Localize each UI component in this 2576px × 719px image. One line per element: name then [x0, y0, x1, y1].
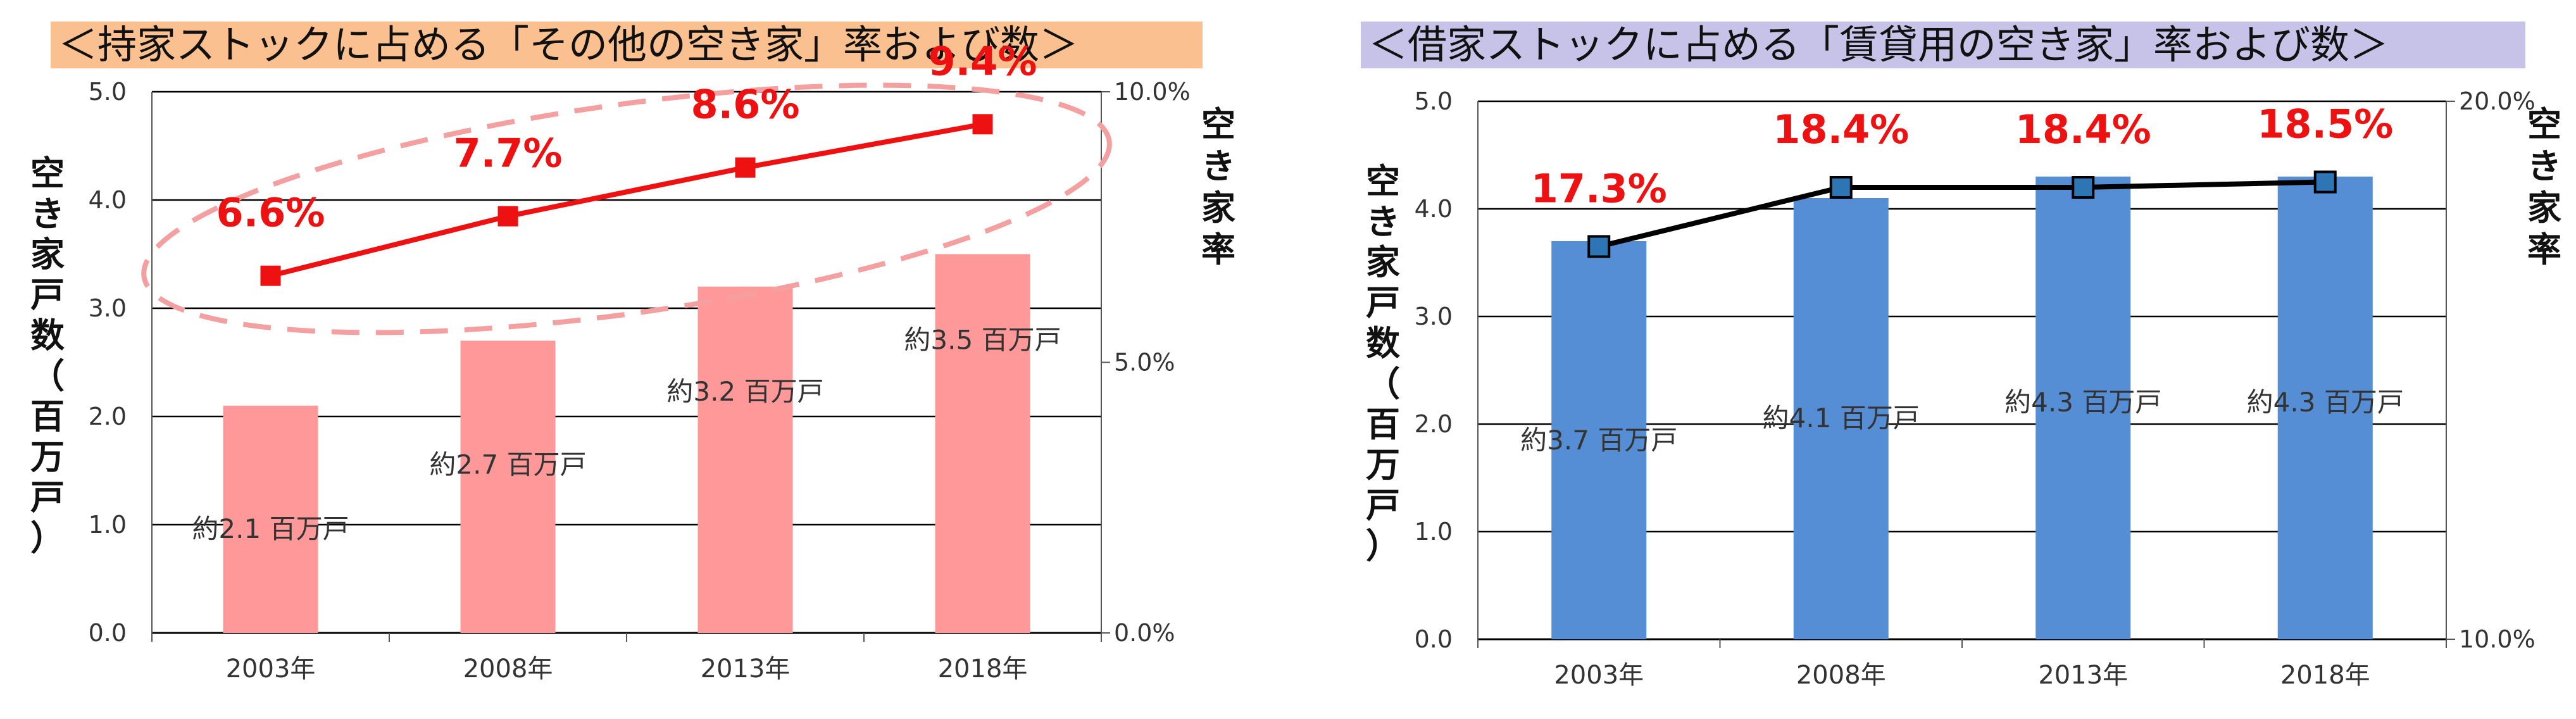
rate-marker [2313, 170, 2337, 194]
y-axis-title-char: 戸 [30, 275, 65, 315]
y-tick-label: 0.0 [1415, 625, 1453, 653]
rate-value-label: 9.4% [928, 38, 1037, 84]
chart-title: ＜借家ストックに占める「賃貸用の空き家」率および数＞ [1361, 22, 2525, 68]
x-tick-label: 2008年 [463, 654, 553, 684]
y2-axis-title-char: き [1201, 146, 1235, 186]
chart-rental-svg: 0.0 1.0 2.0 3.0 4.0 5.0 10.0% 20.0% 約3.7 百万戸 約4.1… [1366, 87, 2561, 690]
y2-tick-label: 0.0% [1114, 619, 1175, 647]
y-axis-title-char: 空 [30, 154, 65, 194]
y2-tick-label: 10.0% [1114, 78, 1191, 106]
x-tick-label: 2018年 [938, 654, 1028, 684]
y-tick-label: 3.0 [89, 294, 127, 322]
y-axis-title-char: 万 [1366, 445, 1400, 485]
bar [935, 254, 1030, 633]
y-axis-title-char: 万 [30, 437, 65, 477]
bar-value-label: 約4.3 百万戸 [2247, 387, 2404, 418]
y-axis-title-char: 戸 [1366, 485, 1400, 525]
bar [2035, 177, 2131, 639]
rate-value-label: 17.3% [1531, 166, 1667, 212]
rate-marker [1829, 176, 1853, 199]
rate-marker [972, 114, 993, 135]
y-tick-label: 3.0 [1415, 303, 1453, 330]
rate-value-label: 6.6% [216, 190, 325, 236]
y-axis-title-char: 百 [1366, 404, 1400, 444]
rate-value-label: 18.4% [2015, 106, 2151, 153]
y2-tick-label: 10.0% [2459, 625, 2535, 653]
bar-value-label: 約3.5 百万戸 [904, 325, 1061, 356]
y-tick-label: 4.0 [1415, 195, 1453, 223]
y-axis-title-char: 空 [1366, 161, 1400, 201]
chart-panel-rental: ＜借家ストックに占める「賃貸用の空き家」率および数＞ 0.0 1.0 2.0 3.0 4… [1288, 0, 2576, 719]
y-axis-title-char: （ [30, 356, 65, 396]
chart-title: ＜持家ストックに占める「その他の空き家」率および数＞ [51, 22, 1203, 68]
bar [223, 405, 318, 633]
bar-value-label: 約2.1 百万戸 [192, 513, 349, 544]
y-axis-title-char: ） [30, 518, 65, 558]
y-tick-label: 1.0 [1415, 518, 1453, 546]
y2-tick-label: 5.0% [1114, 349, 1175, 377]
bar-value-label: 約3.7 百万戸 [1520, 425, 1677, 456]
y-axis-title-char: ） [1366, 526, 1400, 566]
chart-owned-svg: 0.0 1.0 2.0 3.0 4.0 5.0 0.0% 5.0% 10.0% 約2.1 百万戸 約… [30, 38, 1235, 684]
x-tick-label: 2013年 [2038, 661, 2128, 690]
rate-marker [260, 265, 281, 286]
y2-axis-title-char: 家 [1201, 188, 1235, 228]
y-axis-title-char: 家 [1366, 242, 1400, 282]
y-axis-title-char: き [30, 194, 65, 234]
y2-axis-title-char: 家 [2527, 188, 2561, 228]
rate-value-label: 7.7% [454, 130, 563, 177]
x-tick-label: 2003年 [226, 654, 316, 684]
x-tick-label: 2013年 [701, 654, 791, 684]
y2-tick-label: 20.0% [2459, 87, 2535, 115]
y2-axis-title-char: 空 [1201, 104, 1235, 144]
y-axis-title-char: 戸 [1366, 283, 1400, 323]
rate-marker [735, 157, 756, 178]
y-axis-title-char: （ [1366, 364, 1400, 404]
rate-marker [1587, 235, 1611, 258]
y-tick-label: 2.0 [89, 403, 127, 430]
y-axis-title-char: き [1366, 202, 1400, 242]
y-tick-label: 5.0 [1415, 87, 1453, 115]
y-axis-title-char: 戸 [30, 478, 65, 518]
y-tick-label: 5.0 [89, 78, 127, 106]
y-tick-label: 0.0 [89, 619, 127, 647]
y-axis-title-char: 百 [30, 397, 65, 437]
y-axis-title-char: 家 [30, 235, 65, 275]
rate-marker [2072, 176, 2095, 199]
rate-value-label: 8.6% [691, 82, 800, 128]
y-tick-label: 4.0 [89, 186, 127, 214]
y-axis-title-char: 数 [1366, 323, 1400, 363]
y-axis-title-char: 数 [30, 316, 65, 356]
rate-marker [497, 206, 518, 227]
x-tick-label: 2003年 [1554, 661, 1644, 690]
rate-value-label: 18.4% [1773, 106, 1909, 153]
chart-panel-owned: ＜持家ストックに占める「その他の空き家」率および数＞ 0.0 1.0 2.0 3.0 4… [30, 22, 1235, 684]
bar [1551, 241, 1647, 639]
bar [697, 286, 793, 633]
y-tick-label: 1.0 [89, 511, 127, 539]
bar-value-label: 約4.1 百万戸 [1763, 403, 1920, 434]
bar [2277, 177, 2373, 639]
bar [1793, 198, 1889, 639]
rate-line [1598, 179, 2325, 249]
y2-axis-title-char: 率 [1201, 230, 1235, 270]
y2-axis-title-char: き [2527, 146, 2561, 186]
highlight-ellipse [141, 82, 1112, 335]
rate-line [270, 122, 984, 278]
y-tick-label: 2.0 [1415, 410, 1453, 438]
y2-axis-title-char: 空 [2527, 104, 2561, 144]
x-tick-label: 2018年 [2280, 661, 2370, 690]
bar-value-label: 約3.2 百万戸 [666, 376, 823, 407]
bar-value-label: 約4.3 百万戸 [2004, 387, 2161, 418]
x-tick-label: 2008年 [1796, 661, 1886, 690]
bar [460, 341, 556, 633]
rate-value-label: 18.5% [2257, 101, 2393, 147]
bar-value-label: 約2.7 百万戸 [429, 449, 586, 480]
y2-axis-title-char: 率 [2527, 230, 2561, 270]
